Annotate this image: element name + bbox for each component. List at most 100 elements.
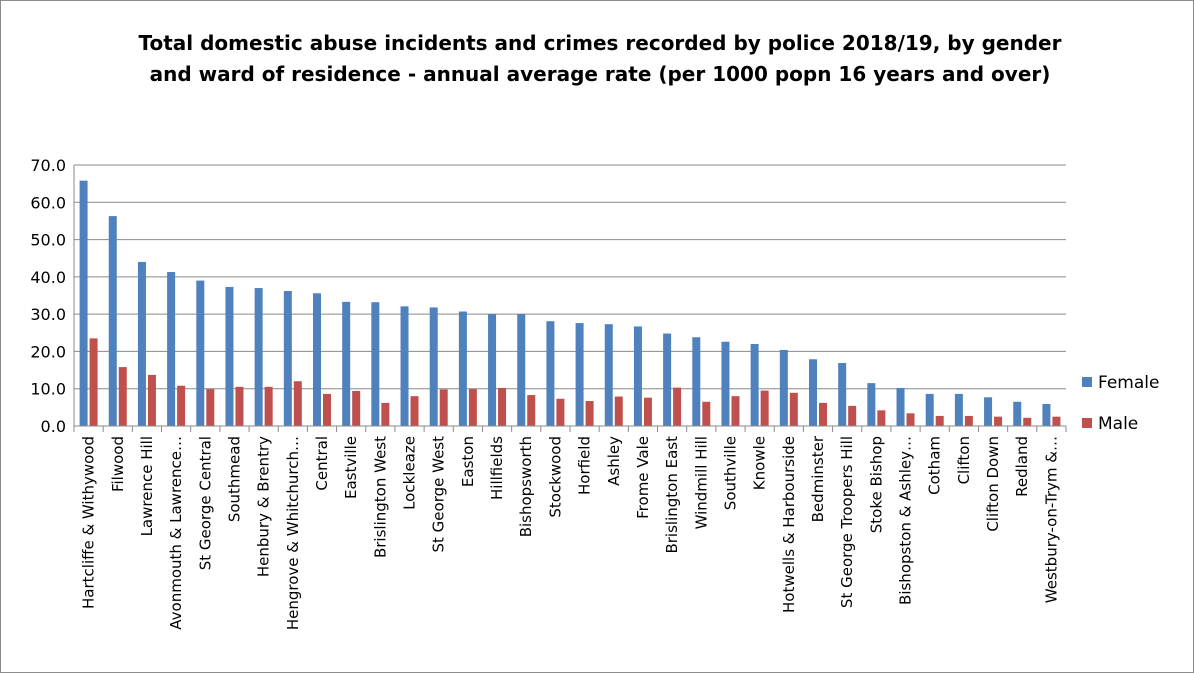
bar-male bbox=[819, 402, 827, 426]
x-category-label: Lawrence Hill bbox=[138, 436, 156, 536]
bar-female bbox=[167, 272, 176, 426]
bar-female bbox=[779, 349, 788, 426]
bar-female bbox=[79, 180, 88, 426]
x-category-label: Brislington East bbox=[663, 436, 681, 554]
bar-male bbox=[673, 387, 682, 426]
bar-male bbox=[702, 401, 711, 426]
bar-female bbox=[137, 261, 146, 426]
x-axis-tick-marks bbox=[73, 426, 1067, 432]
legend-swatch-female bbox=[1082, 377, 1092, 387]
bar-male bbox=[410, 396, 419, 426]
bar-male bbox=[760, 390, 769, 426]
x-category-label: Henbury & Brentry bbox=[255, 436, 273, 577]
bar-male bbox=[1052, 416, 1061, 426]
bar-male bbox=[848, 405, 857, 426]
x-category-label: Hillfields bbox=[488, 436, 506, 500]
x-category-label: Windmill Hill bbox=[692, 436, 710, 529]
bar-male bbox=[439, 389, 448, 426]
bar-female bbox=[750, 343, 759, 426]
bar-male bbox=[323, 393, 331, 426]
x-category-label: Filwood bbox=[109, 436, 127, 492]
bar-male bbox=[206, 389, 215, 426]
x-category-label: Brislington West bbox=[371, 436, 389, 558]
bar-female bbox=[721, 341, 730, 426]
x-category-label: Eastville bbox=[342, 436, 360, 499]
bar-female bbox=[196, 280, 205, 426]
x-category-label: Stoke Bishop bbox=[867, 436, 885, 533]
chart-title: Total domestic abuse incidents and crime… bbox=[120, 28, 1080, 90]
x-category-label: Easton bbox=[459, 436, 477, 487]
y-tick-label: 20.0 bbox=[30, 342, 66, 361]
bar-male bbox=[614, 396, 623, 426]
chart-title-line-2: and ward of residence - annual average r… bbox=[149, 62, 1051, 86]
bar-male bbox=[994, 416, 1003, 426]
bar-female bbox=[1013, 401, 1022, 426]
bar-male bbox=[556, 398, 565, 426]
x-category-label: St George Central bbox=[196, 436, 214, 570]
legend-label-female: Female bbox=[1098, 373, 1159, 393]
y-tick-label: 10.0 bbox=[30, 380, 66, 399]
x-category-label: Frome Vale bbox=[634, 436, 652, 519]
x-axis-category-labels: Hartcliffe & Withywood Filwood Lawrence Hi… bbox=[80, 435, 1061, 630]
bar-male bbox=[643, 397, 652, 426]
bar-male bbox=[906, 413, 915, 426]
bar-female bbox=[517, 314, 526, 426]
bar-male bbox=[935, 415, 944, 426]
bar-male bbox=[877, 410, 886, 426]
bar-female bbox=[954, 393, 963, 426]
legend-swatch-male bbox=[1082, 418, 1092, 428]
x-category-label: Bishopston & Ashley… bbox=[897, 436, 915, 605]
bar-female bbox=[429, 307, 438, 426]
bar-female bbox=[838, 362, 847, 426]
bar-male bbox=[264, 386, 273, 426]
bars bbox=[79, 180, 1061, 426]
bar-male bbox=[293, 381, 302, 426]
bar-female bbox=[692, 337, 701, 426]
bar-female bbox=[809, 359, 817, 426]
bar-female bbox=[604, 324, 613, 426]
x-category-label: Ashley bbox=[605, 436, 623, 486]
x-category-label: Southmead bbox=[225, 436, 243, 522]
y-tick-label: 0.0 bbox=[41, 417, 66, 436]
bar-female bbox=[1042, 404, 1051, 426]
x-category-label: Avonmouth & Lawrence… bbox=[167, 436, 185, 630]
y-axis-tick-labels: 0.0 10.0 20.0 30.0 40.0 50.0 60.0 70.0 bbox=[30, 156, 66, 436]
x-category-label: Hotwells & Harbourside bbox=[780, 436, 798, 613]
x-category-label: Central bbox=[313, 436, 331, 491]
x-category-label: Horfield bbox=[576, 436, 594, 495]
x-category-label: Knowle bbox=[751, 436, 769, 490]
bar-female bbox=[225, 286, 234, 426]
bar-female bbox=[488, 314, 497, 426]
y-tick-label: 40.0 bbox=[30, 268, 66, 287]
bar-male bbox=[585, 401, 594, 426]
bar-female bbox=[458, 311, 467, 426]
bar-female bbox=[254, 288, 263, 426]
bar-female bbox=[663, 333, 672, 426]
bar-female bbox=[575, 323, 584, 426]
x-category-label: Clifton bbox=[955, 436, 973, 484]
bar-male bbox=[468, 389, 477, 426]
y-tick-label: 50.0 bbox=[30, 231, 66, 250]
bar-male bbox=[235, 386, 244, 426]
x-category-label: Redland bbox=[1013, 436, 1031, 497]
x-category-label: Bishopsworth bbox=[517, 436, 535, 537]
bar-male bbox=[89, 338, 98, 426]
gridlines bbox=[74, 164, 1066, 390]
chart-title-line-1: Total domestic abuse incidents and crime… bbox=[138, 31, 1062, 55]
x-category-label: Lockleaze bbox=[401, 436, 419, 510]
bar-female bbox=[984, 397, 993, 426]
bar-male bbox=[527, 395, 536, 426]
bar-female bbox=[633, 326, 642, 426]
bar-male bbox=[147, 374, 156, 426]
legend: Female Male bbox=[1082, 373, 1159, 434]
x-category-label: Clifton Down bbox=[984, 436, 1002, 532]
bar-female bbox=[283, 291, 292, 426]
x-category-label: Hengrove & Whitchurch… bbox=[284, 436, 302, 630]
bar-female bbox=[896, 387, 905, 426]
bar-female bbox=[925, 393, 934, 426]
bar-female bbox=[546, 321, 555, 426]
x-category-label: Westbury-on-Trym &… bbox=[1042, 436, 1060, 603]
bar-male bbox=[789, 392, 798, 426]
x-category-label: St George Troopers Hill bbox=[838, 436, 856, 608]
